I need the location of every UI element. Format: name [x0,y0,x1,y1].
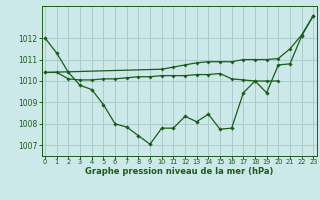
X-axis label: Graphe pression niveau de la mer (hPa): Graphe pression niveau de la mer (hPa) [85,167,273,176]
